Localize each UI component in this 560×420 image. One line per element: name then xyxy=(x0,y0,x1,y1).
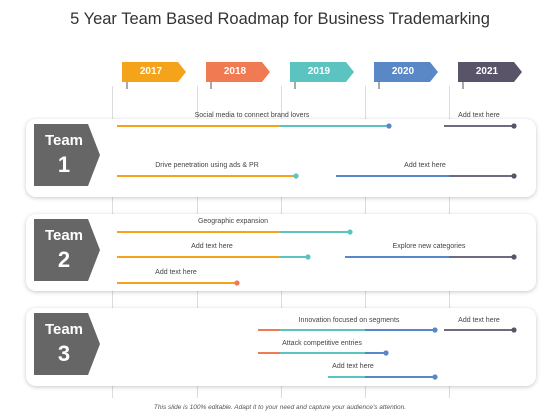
task-label: Geographic expansion xyxy=(197,218,269,225)
badge-shape xyxy=(34,219,100,281)
badge-shape xyxy=(34,124,100,186)
year-label: 2017 xyxy=(139,66,163,77)
task-label: Explore new categories xyxy=(392,243,466,250)
year-label: 2021 xyxy=(475,66,499,77)
task-bar xyxy=(258,350,389,356)
team-name: Team xyxy=(44,321,84,338)
task-bar xyxy=(117,123,392,129)
task-label: Add text here xyxy=(404,162,446,169)
flag-shape xyxy=(122,62,186,89)
badge-shape xyxy=(34,313,100,375)
year-flag-2019: 2019 xyxy=(290,62,354,89)
task-label: Social media to connect brand lovers xyxy=(194,112,310,119)
flag-shape xyxy=(206,62,270,89)
team-name: Team xyxy=(44,132,84,149)
flag-shape xyxy=(374,62,438,89)
task-bar xyxy=(117,280,240,286)
task-label: Add text here xyxy=(332,363,374,370)
page-title: 5 Year Team Based Roadmap for Business T… xyxy=(70,10,490,28)
team-name: Team xyxy=(44,227,84,244)
year-label: 2019 xyxy=(307,66,331,77)
task-label: Innovation focused on segments xyxy=(298,317,400,324)
team-1-badge: Team 1 xyxy=(34,124,102,186)
year-flag-2018: 2018 xyxy=(206,62,270,89)
team-number: 3 xyxy=(57,341,71,366)
year-flag-2021: 2021 xyxy=(458,62,522,89)
task-label: Drive penetration using ads & PR xyxy=(155,162,259,169)
task-bar xyxy=(258,327,438,333)
task-label: Add text here xyxy=(458,317,500,324)
task-bar xyxy=(328,374,438,380)
task-label: Attack competitive entries xyxy=(282,340,362,347)
year-label: 2018 xyxy=(223,66,247,77)
task-bar xyxy=(444,123,517,129)
task-bar xyxy=(336,173,517,179)
flag-shape xyxy=(458,62,522,89)
team-3-badge: Team 3 xyxy=(34,313,102,375)
team-2-band xyxy=(26,214,536,291)
flag-shape xyxy=(290,62,354,89)
task-bar xyxy=(345,254,517,260)
team-1-band xyxy=(26,119,536,197)
task-bar xyxy=(117,173,299,179)
team-number: 1 xyxy=(57,152,71,177)
team-number: 2 xyxy=(57,247,71,272)
year-label: 2020 xyxy=(391,66,415,77)
year-flag-2017: 2017 xyxy=(122,62,186,89)
task-label: Add text here xyxy=(458,112,500,119)
team-2-badge: Team 2 xyxy=(34,219,102,281)
task-bar xyxy=(444,327,517,333)
year-flag-2020: 2020 xyxy=(374,62,438,89)
task-bar xyxy=(117,254,311,260)
team-3-band xyxy=(26,308,536,386)
task-bar xyxy=(117,229,353,235)
task-label: Add text here xyxy=(155,269,197,276)
footer-note: This slide is 100% editable. Adapt it to… xyxy=(153,404,407,411)
task-label: Add text here xyxy=(191,243,233,250)
